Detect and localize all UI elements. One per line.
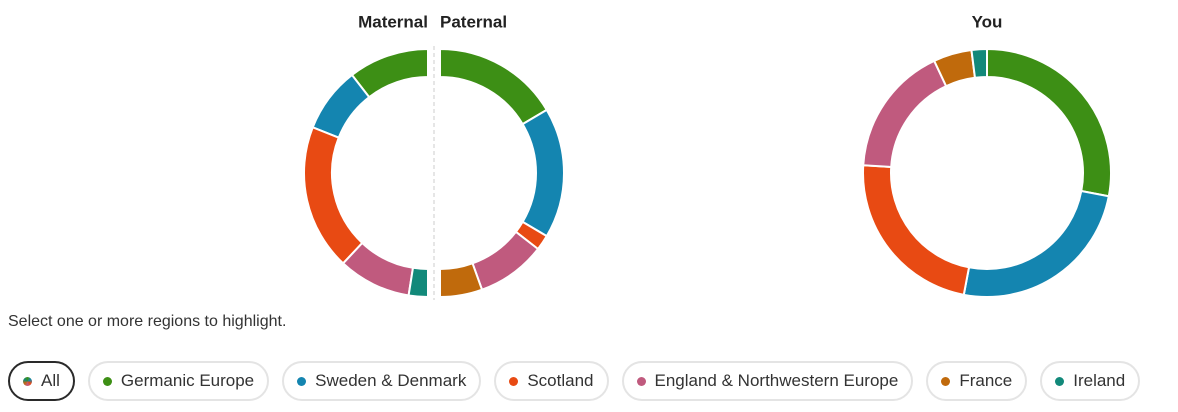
filter-bar: All Germanic Europe Sweden & Denmark Scotla… xyxy=(8,361,1141,401)
donut-segment xyxy=(471,230,540,291)
donut-segment xyxy=(862,164,971,296)
filter-label: All xyxy=(41,371,60,390)
filter-label: Sweden & Denmark xyxy=(315,371,467,390)
filter-dot xyxy=(941,376,951,386)
filter-pill[interactable]: Ireland xyxy=(1040,361,1141,401)
filter-pill[interactable]: England & Northwestern Europe xyxy=(621,361,914,401)
filter-label: Ireland xyxy=(1073,371,1126,390)
filter-dot xyxy=(297,376,307,386)
filter-dot xyxy=(1055,376,1065,386)
filter-dot xyxy=(102,376,112,386)
donut-segment xyxy=(521,108,565,238)
filter-pill[interactable]: All xyxy=(8,361,75,401)
filter-pill[interactable]: Sweden & Denmark xyxy=(282,361,482,401)
donut-segment xyxy=(962,189,1110,298)
donut-segment xyxy=(862,59,948,169)
donut-segment xyxy=(341,241,415,297)
donut-segment xyxy=(303,126,364,265)
charts: Maternal Paternal You xyxy=(303,12,1112,300)
chart-title: Maternal xyxy=(358,12,428,31)
instruction: Select one or more regions to highlight. xyxy=(8,313,287,330)
donut-segment xyxy=(970,47,988,79)
filter-label: France xyxy=(959,371,1013,390)
filter-pill[interactable]: Germanic Europe xyxy=(87,361,270,401)
filter-label: Scotland xyxy=(527,371,594,390)
donut-segment xyxy=(439,47,549,126)
filter-dot xyxy=(509,376,519,386)
filter-pill[interactable]: France xyxy=(926,361,1028,401)
filter-label: Germanic Europe xyxy=(120,371,255,390)
filter-label: England & Northwestern Europe xyxy=(654,371,899,390)
filter-pill[interactable]: Scotland xyxy=(494,361,609,401)
donut-segment xyxy=(986,47,1112,198)
donut-segment xyxy=(407,266,429,299)
donut-segment xyxy=(439,262,484,299)
chart-title: You xyxy=(972,12,1003,31)
filter-dot xyxy=(23,376,32,386)
filter-dot xyxy=(636,376,646,386)
chart-title: Paternal xyxy=(440,12,507,31)
